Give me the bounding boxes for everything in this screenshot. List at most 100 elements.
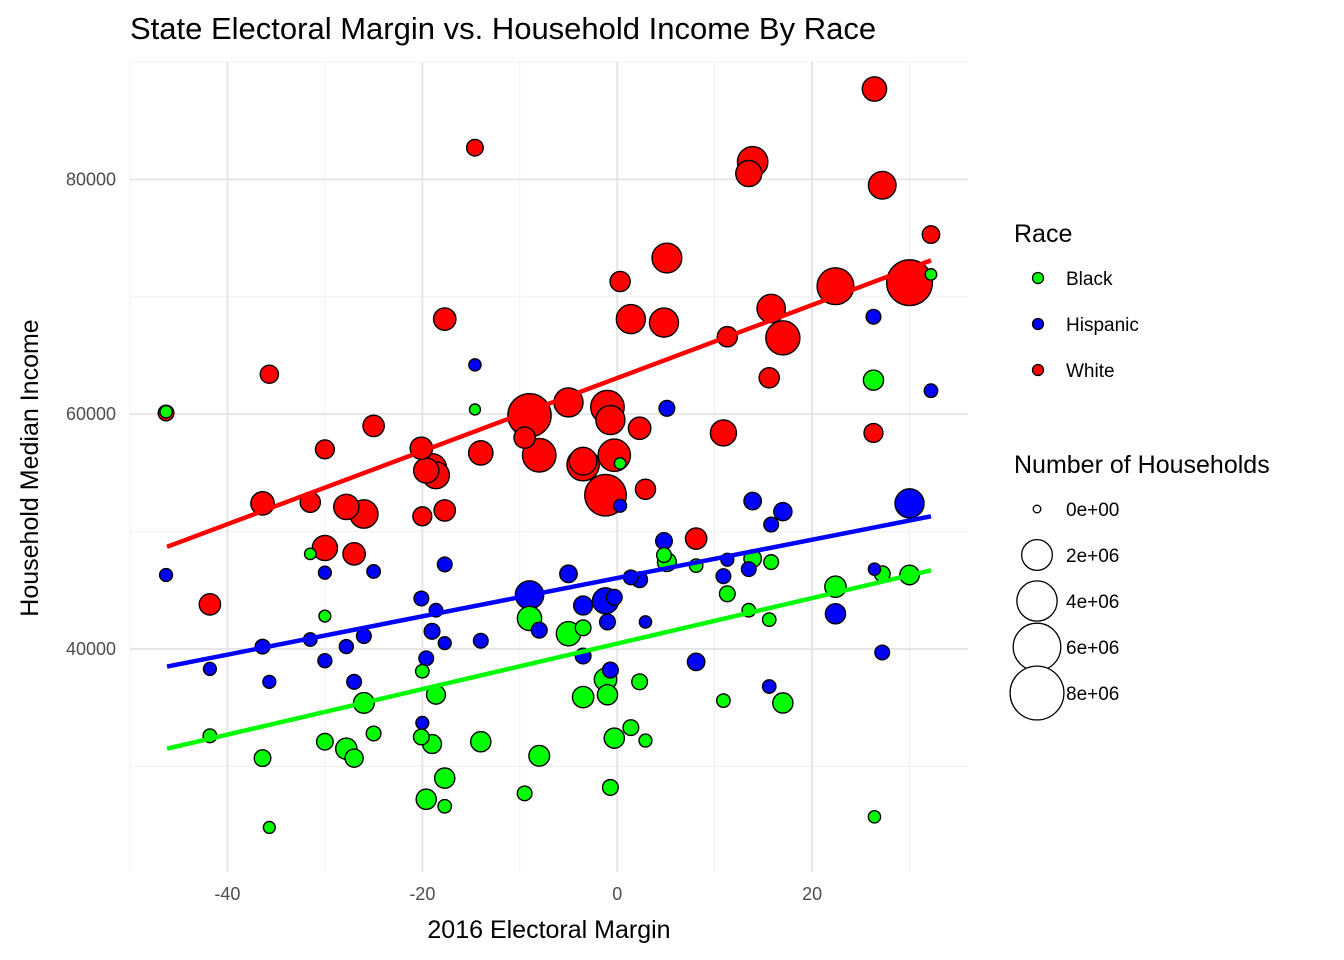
data-point-black [415, 788, 438, 810]
legend-key-white [1031, 363, 1045, 377]
data-point-black [603, 727, 626, 749]
data-point-hispanic [472, 632, 489, 649]
legend-race-entries: Black Hispanic White [1031, 269, 1139, 382]
legend-size-key [1012, 622, 1062, 672]
data-point-black [924, 268, 938, 281]
data-point-black [631, 673, 649, 691]
data-point-white [465, 138, 484, 157]
data-point-hispanic [867, 562, 882, 576]
data-point-white [684, 527, 708, 550]
data-point-hispanic [423, 622, 441, 640]
data-point-white [412, 506, 433, 527]
y-axis-label: Household Median Income [16, 319, 44, 616]
data-point-black [303, 547, 317, 561]
data-point-white [333, 493, 360, 521]
data-point-hispanic [761, 679, 777, 694]
data-point-white [765, 320, 801, 356]
data-point-white [861, 76, 888, 102]
data-point-black [253, 749, 272, 768]
legend-size-key [1032, 504, 1042, 514]
legend-label-white: White [1066, 361, 1115, 382]
x-axis-label: 2016 Electoral Margin [427, 916, 670, 944]
data-point-white [595, 404, 626, 436]
legend-size-label: 4e+06 [1066, 592, 1119, 613]
data-point-hispanic [654, 531, 673, 550]
data-point-hispanic [865, 308, 882, 325]
data-point-black [315, 732, 334, 751]
legend-size-label: 8e+06 [1066, 684, 1119, 705]
data-point-white [867, 170, 897, 200]
legend-size-key [1009, 665, 1065, 721]
data-point-white [412, 457, 440, 484]
data-point-hispanic [572, 595, 594, 616]
legend-size-label: 6e+06 [1066, 638, 1119, 659]
chart-title: State Electoral Margin vs. Household Inc… [130, 11, 876, 46]
y-tick-label: 40000 [66, 639, 116, 659]
data-point-black [574, 619, 592, 637]
data-point-white [314, 439, 336, 460]
x-tick-label: -20 [409, 884, 435, 904]
data-point-white [432, 307, 457, 331]
data-point-black [716, 693, 731, 709]
data-point-black [862, 369, 885, 391]
data-point-hispanic [437, 635, 452, 651]
data-point-white [615, 303, 647, 335]
data-point-hispanic [202, 661, 218, 677]
data-point-white [568, 446, 598, 476]
data-point-black [470, 730, 492, 753]
legend-size-title: Number of Households [1014, 451, 1270, 479]
data-point-white [634, 478, 657, 501]
data-point-hispanic [415, 715, 430, 731]
legend-key-hispanic [1031, 317, 1045, 331]
data-point-hispanic [638, 615, 653, 629]
data-point-white [433, 499, 457, 522]
data-point-hispanic [338, 638, 355, 655]
y-tick-label: 60000 [66, 404, 116, 424]
data-point-black [718, 585, 736, 603]
x-tick-label: 0 [612, 884, 622, 904]
data-point-white [362, 414, 385, 438]
trend-line-white [166, 258, 932, 549]
data-point-white [863, 422, 884, 444]
data-point-black [772, 692, 794, 714]
data-point-hispanic [598, 613, 617, 631]
data-points [157, 76, 941, 835]
data-point-white [311, 534, 339, 562]
data-point-white [342, 541, 367, 566]
data-point-white [627, 416, 652, 441]
legend-size-label: 0e+00 [1066, 500, 1119, 521]
minor-gridlines [129, 61, 968, 872]
data-point-black [433, 767, 456, 789]
data-point-hispanic [743, 491, 763, 511]
legend-race-title: Race [1014, 220, 1072, 248]
data-point-hispanic [317, 565, 333, 580]
data-point-black [601, 778, 619, 797]
data-point-black [571, 685, 595, 709]
trend-line-hispanic [166, 514, 932, 669]
data-point-white [198, 592, 222, 616]
legend-key-black [1031, 271, 1045, 285]
data-point-hispanic [874, 644, 891, 661]
data-point-hispanic [763, 516, 780, 533]
data-point-white [758, 367, 780, 389]
data-point-black [867, 810, 882, 824]
data-point-hispanic [559, 564, 578, 584]
data-point-black [763, 554, 780, 571]
data-point-hispanic [413, 590, 430, 607]
data-point-black [159, 405, 173, 419]
data-point-hispanic [923, 383, 939, 399]
data-point-white [648, 307, 680, 338]
data-point-hispanic [317, 653, 333, 669]
legend: Race Black Hispanic White Number of Househ… [1009, 220, 1270, 721]
trend-line-black [166, 568, 932, 751]
x-axis-ticks: -40 -20 0 20 [214, 884, 822, 904]
data-point-hispanic [468, 358, 482, 372]
data-point-black [516, 785, 533, 802]
data-point-hispanic [366, 564, 382, 579]
data-point-black [414, 663, 430, 679]
data-point-black [344, 748, 364, 768]
data-point-hispanic [658, 399, 676, 417]
legend-size-entries: 0e+00 2e+06 4e+06 6e+06 8e+06 [1009, 500, 1119, 721]
data-point-hispanic [824, 602, 847, 625]
